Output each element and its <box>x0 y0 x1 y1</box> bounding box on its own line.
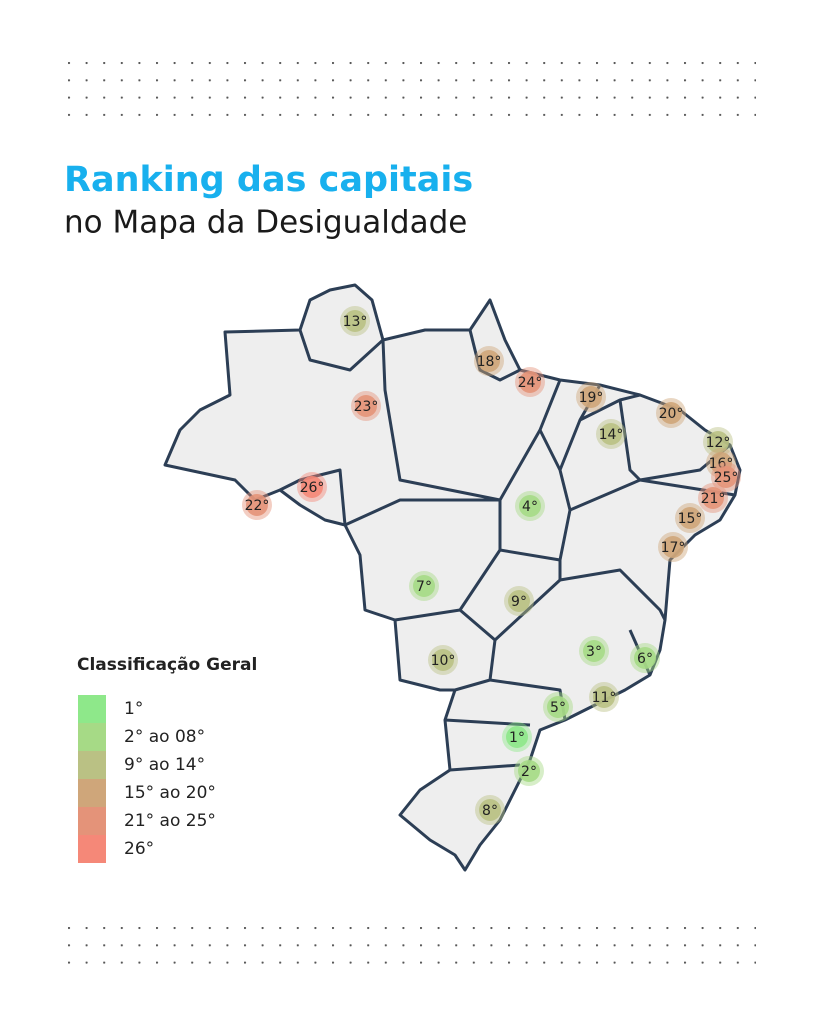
markers: 13°18°24°23°19°20°14° 12°16°25°26°22° 21°4… <box>242 306 741 825</box>
marker-label: 23° <box>354 399 379 415</box>
marker <box>478 350 500 372</box>
marker <box>600 423 622 445</box>
marker-label: 24° <box>518 375 543 391</box>
marker <box>702 487 724 509</box>
legend-label: 2° ao 08° <box>124 727 205 747</box>
marker-label: 8° <box>482 803 498 819</box>
marker-label: 14° <box>599 427 624 443</box>
legend-title: Classificação Geral <box>77 655 257 675</box>
marker <box>679 507 701 529</box>
marker <box>593 686 615 708</box>
marker <box>707 431 729 453</box>
marker-label: 2° <box>521 764 537 780</box>
marker <box>547 696 569 718</box>
marker <box>506 726 528 748</box>
subtitle: no Mapa da Desigualdade <box>64 205 467 241</box>
marker-label: 7° <box>416 579 432 595</box>
marker <box>344 310 366 332</box>
legend-label: 26° <box>124 839 154 859</box>
marker <box>662 536 684 558</box>
marker-label: 21° <box>701 491 726 507</box>
marker-label: 9° <box>511 594 527 610</box>
legend-swatch <box>78 807 106 835</box>
marker-label: 15° <box>678 511 703 527</box>
marker-label: 1° <box>509 730 525 746</box>
marker-label: 19° <box>579 390 604 406</box>
marker-label: 26° <box>300 480 325 496</box>
legend-swatch <box>78 723 106 751</box>
marker <box>479 799 501 821</box>
marker <box>432 649 454 671</box>
marker <box>301 476 323 498</box>
marker-label: 13° <box>343 314 368 330</box>
marker-label: 4° <box>522 499 538 515</box>
dot-grid-bottom <box>66 913 756 971</box>
marker <box>634 647 656 669</box>
marker <box>518 760 540 782</box>
marker <box>355 395 377 417</box>
dot-grid-top <box>66 60 756 116</box>
marker <box>583 640 605 662</box>
legend-label: 21° ao 25° <box>124 811 216 831</box>
legend-label: 1° <box>124 699 143 719</box>
marker <box>508 590 530 612</box>
marker <box>660 402 682 424</box>
country-outline <box>163 283 742 872</box>
marker <box>519 371 541 393</box>
marker-label: 25° <box>714 470 739 486</box>
legend-swatch <box>78 779 106 807</box>
legend-label: 15° ao 20° <box>124 783 216 803</box>
legend-swatch <box>78 835 106 863</box>
legend-swatch <box>78 695 106 723</box>
marker-label: 6° <box>637 651 653 667</box>
legend: 1° 2° ao 08° 9° ao 14° 15° ao 20° 21° ao 25°… <box>78 695 216 863</box>
marker <box>580 386 602 408</box>
marker-label: 3° <box>586 644 602 660</box>
map <box>163 283 742 872</box>
marker-label: 17° <box>661 540 686 556</box>
marker <box>519 495 541 517</box>
marker <box>246 494 268 516</box>
marker-label: 18° <box>477 354 502 370</box>
marker-label: 22° <box>245 498 270 514</box>
legend-swatch <box>78 751 106 779</box>
marker <box>715 466 737 488</box>
legend-label: 9° ao 14° <box>124 755 205 775</box>
marker-label: 5° <box>550 700 566 716</box>
marker-label: 12° <box>706 435 731 451</box>
marker <box>413 575 435 597</box>
title: Ranking das capitais <box>64 160 473 200</box>
marker-label: 10° <box>431 653 456 669</box>
marker-label: 20° <box>659 406 684 422</box>
marker-label: 11° <box>592 690 617 706</box>
